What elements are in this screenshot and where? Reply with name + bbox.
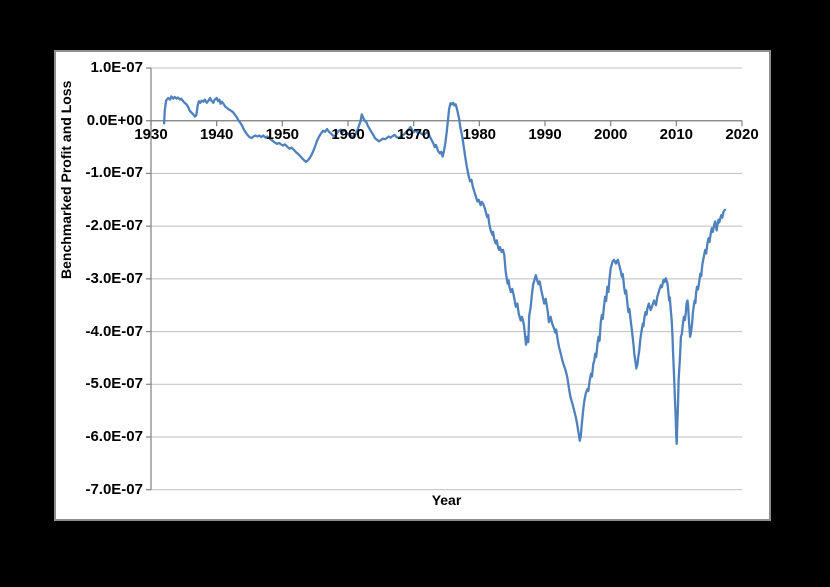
x-tick-label: 1940 [199, 126, 234, 143]
y-tick-label: -5.0E-07 [85, 375, 143, 393]
y-tick-label: -2.0E-07 [85, 217, 143, 235]
y-tick-label: 1.0E-07 [90, 59, 143, 76]
x-tick-label: 2000 [593, 126, 628, 143]
profit-loss-line [162, 95, 727, 445]
x-axis-title: Year [431, 492, 462, 508]
x-tick-label: 1960 [331, 126, 365, 143]
y-tick-label: -3.0E-07 [85, 269, 143, 287]
y-tick-label: -4.0E-07 [85, 322, 143, 340]
y-tick-label: -6.0E-07 [85, 427, 143, 445]
x-tick-label: 1990 [528, 126, 562, 143]
x-tick-label: 1950 [265, 126, 300, 143]
x-tick-label: 2020 [725, 126, 759, 143]
x-tick-label: 2010 [659, 126, 694, 143]
y-tick-label: -7.0E-07 [85, 480, 143, 498]
x-tick-label: 1970 [396, 126, 431, 143]
y-tick-label: -1.0E-07 [85, 164, 143, 182]
x-tick-label: 1930 [134, 126, 168, 143]
y-tick-label: 0.0E+00 [86, 111, 143, 129]
x-tick-label: 1980 [462, 126, 497, 143]
